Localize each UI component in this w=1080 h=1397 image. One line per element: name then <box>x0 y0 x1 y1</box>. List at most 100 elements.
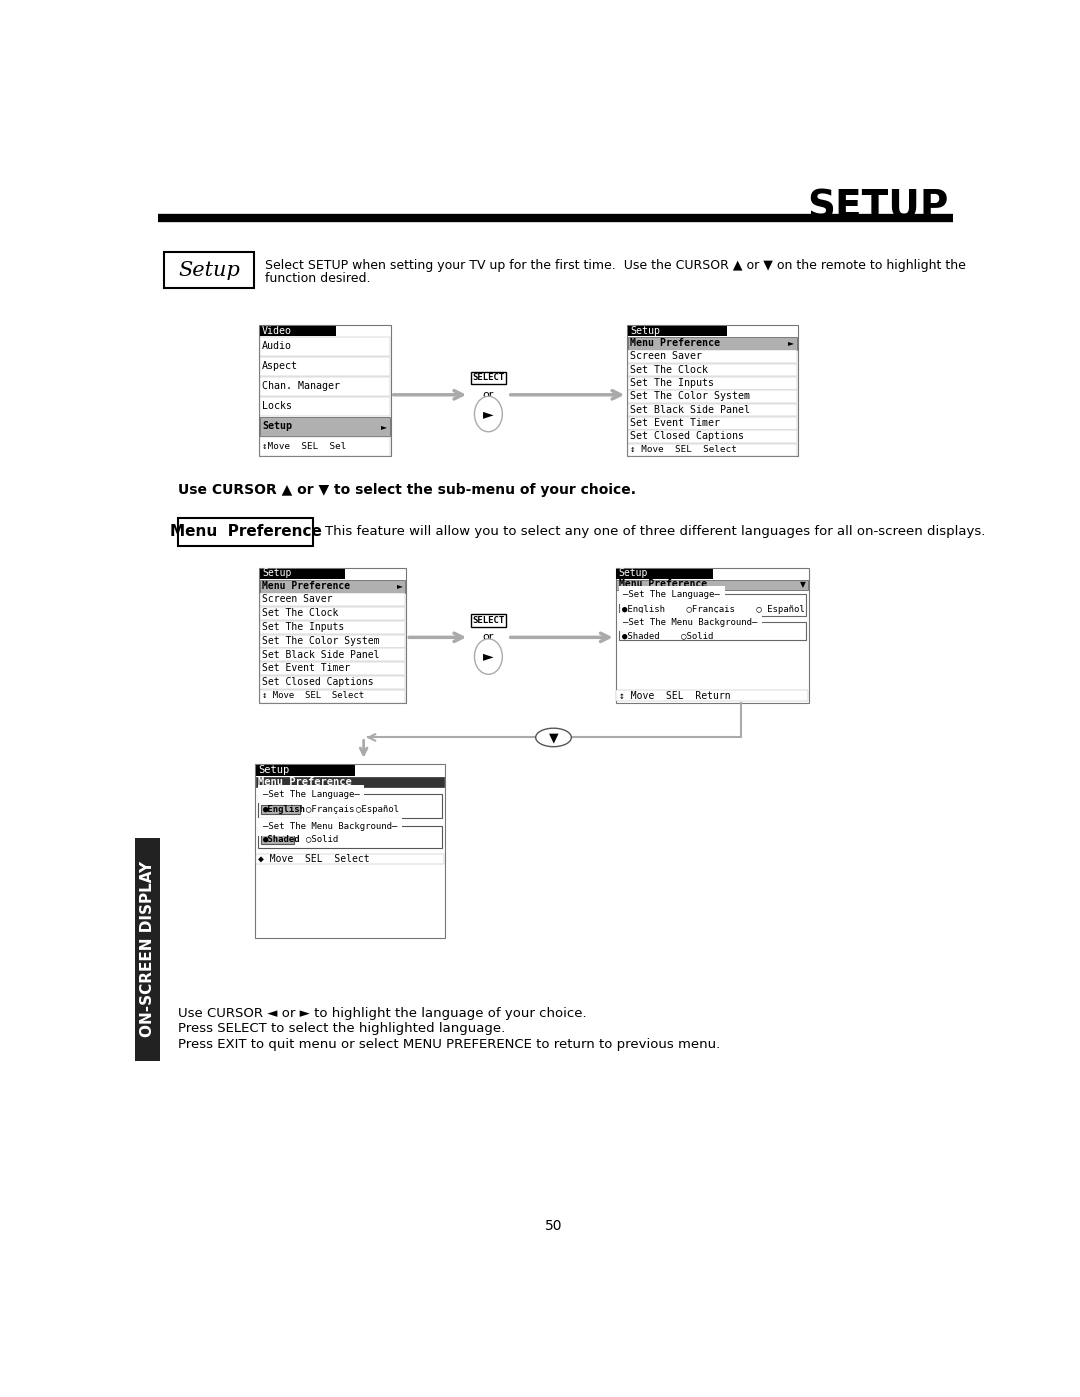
Bar <box>260 634 405 648</box>
Text: Set Closed Captions: Set Closed Captions <box>262 678 374 687</box>
Bar <box>177 518 313 546</box>
Bar <box>260 377 390 397</box>
Bar <box>627 363 797 376</box>
Text: 50: 50 <box>544 1220 563 1234</box>
Bar <box>617 580 809 590</box>
Text: Set The Color System: Set The Color System <box>631 391 751 401</box>
Bar <box>260 418 390 436</box>
Text: ►: ► <box>483 407 494 420</box>
Bar <box>135 838 160 1060</box>
Text: Select SETUP when setting your TV up for the first time.  Use the CURSOR ▲ or ▼ : Select SETUP when setting your TV up for… <box>266 258 967 271</box>
Text: SETUP: SETUP <box>808 189 948 226</box>
Text: Press EXIT to quit menu or select MENU PREFERENCE to return to previous menu.: Press EXIT to quit menu or select MENU P… <box>177 1038 720 1051</box>
Text: ►: ► <box>483 650 494 664</box>
Text: ▼: ▼ <box>549 731 558 745</box>
Bar <box>261 805 300 814</box>
Text: Setup: Setup <box>262 422 292 432</box>
Text: SELECT: SELECT <box>472 616 504 624</box>
Text: Setup: Setup <box>631 326 660 335</box>
Text: Screen Saver: Screen Saver <box>262 595 333 605</box>
Text: ►: ► <box>396 581 403 590</box>
Text: Set The Clock: Set The Clock <box>631 365 708 374</box>
Bar <box>619 622 806 640</box>
Text: —Set The Language—: —Set The Language— <box>623 590 720 599</box>
Text: Setup: Setup <box>262 569 292 578</box>
Bar <box>471 615 507 627</box>
Ellipse shape <box>474 397 502 432</box>
Text: ►: ► <box>787 338 794 348</box>
Bar <box>617 690 809 701</box>
Bar <box>619 594 806 616</box>
Bar <box>616 569 809 703</box>
Text: ON-SCREEN DISPLAY: ON-SCREEN DISPLAY <box>140 861 154 1037</box>
Bar <box>627 377 797 390</box>
Bar <box>627 390 797 402</box>
Bar <box>260 662 405 675</box>
Text: Setup: Setup <box>258 766 289 775</box>
Text: Setup: Setup <box>178 261 240 279</box>
Text: Setup: Setup <box>619 569 648 578</box>
Text: Locks: Locks <box>262 401 292 411</box>
Bar <box>256 777 444 788</box>
Bar <box>260 676 405 689</box>
Text: ○Español: ○Español <box>356 805 399 814</box>
Text: or: or <box>483 390 494 400</box>
Text: or: or <box>483 633 494 643</box>
Text: ○Solid: ○Solid <box>306 834 338 844</box>
Text: —Set The Menu Background—: —Set The Menu Background— <box>262 823 397 831</box>
Bar <box>627 404 797 416</box>
Bar <box>627 351 797 363</box>
Bar <box>627 444 797 457</box>
Bar <box>471 372 507 384</box>
Bar <box>260 580 405 592</box>
Bar <box>258 793 442 819</box>
Bar <box>617 569 713 578</box>
Bar <box>260 327 336 337</box>
Text: Set Closed Captions: Set Closed Captions <box>631 432 744 441</box>
Text: Set Black Side Panel: Set Black Side Panel <box>631 405 751 415</box>
Text: Audio: Audio <box>262 341 292 351</box>
Bar <box>256 766 354 775</box>
Text: ●English    ○Français    ○ Español: ●English ○Français ○ Español <box>622 605 805 615</box>
Bar <box>260 620 405 634</box>
Bar <box>627 326 798 457</box>
Bar <box>260 690 405 703</box>
Bar <box>260 358 390 376</box>
Text: Use CURSOR ▲ or ▼ to select the sub-menu of your choice.: Use CURSOR ▲ or ▼ to select the sub-menu… <box>177 483 636 497</box>
Text: Menu Preference: Menu Preference <box>631 338 720 348</box>
Bar <box>627 327 727 337</box>
Text: Video: Video <box>262 326 292 335</box>
Bar <box>260 594 405 606</box>
Ellipse shape <box>536 728 571 746</box>
Text: ◆ Move  SEL  Select: ◆ Move SEL Select <box>258 854 369 865</box>
Text: Press SELECT to select the highlighted language.: Press SELECT to select the highlighted l… <box>177 1023 504 1035</box>
Text: ↕Move  SEL  Sel: ↕Move SEL Sel <box>262 441 347 451</box>
Text: Set Black Side Panel: Set Black Side Panel <box>262 650 379 659</box>
Text: ○Français: ○Français <box>306 805 354 814</box>
Text: This feature will allow you to select any one of three different languages for a: This feature will allow you to select an… <box>325 525 985 538</box>
Text: function desired.: function desired. <box>266 272 370 285</box>
Text: Set Event Timer: Set Event Timer <box>262 664 350 673</box>
Text: SELECT: SELECT <box>472 373 504 383</box>
Text: Set The Inputs: Set The Inputs <box>631 379 714 388</box>
Text: Set The Inputs: Set The Inputs <box>262 622 345 631</box>
Bar <box>260 608 405 620</box>
Bar <box>260 569 346 578</box>
Bar <box>627 337 797 349</box>
Ellipse shape <box>474 638 502 675</box>
Bar <box>627 418 797 430</box>
Bar <box>259 326 391 457</box>
Text: Menu  Preference: Menu Preference <box>170 524 322 539</box>
Text: ●Shaded: ●Shaded <box>262 834 300 844</box>
Bar <box>260 648 405 661</box>
Bar <box>261 834 294 844</box>
Bar <box>256 854 444 865</box>
Text: ▼: ▼ <box>799 580 806 588</box>
Text: ↕ Move  SEL  Return: ↕ Move SEL Return <box>619 692 730 701</box>
Text: —Set The Menu Background—: —Set The Menu Background— <box>623 617 758 627</box>
Text: ►: ► <box>381 422 387 430</box>
Text: Menu Preference: Menu Preference <box>262 581 350 591</box>
Bar <box>627 430 797 443</box>
Bar <box>260 397 390 416</box>
Text: ↕ Move  SEL  Select: ↕ Move SEL Select <box>262 692 364 700</box>
